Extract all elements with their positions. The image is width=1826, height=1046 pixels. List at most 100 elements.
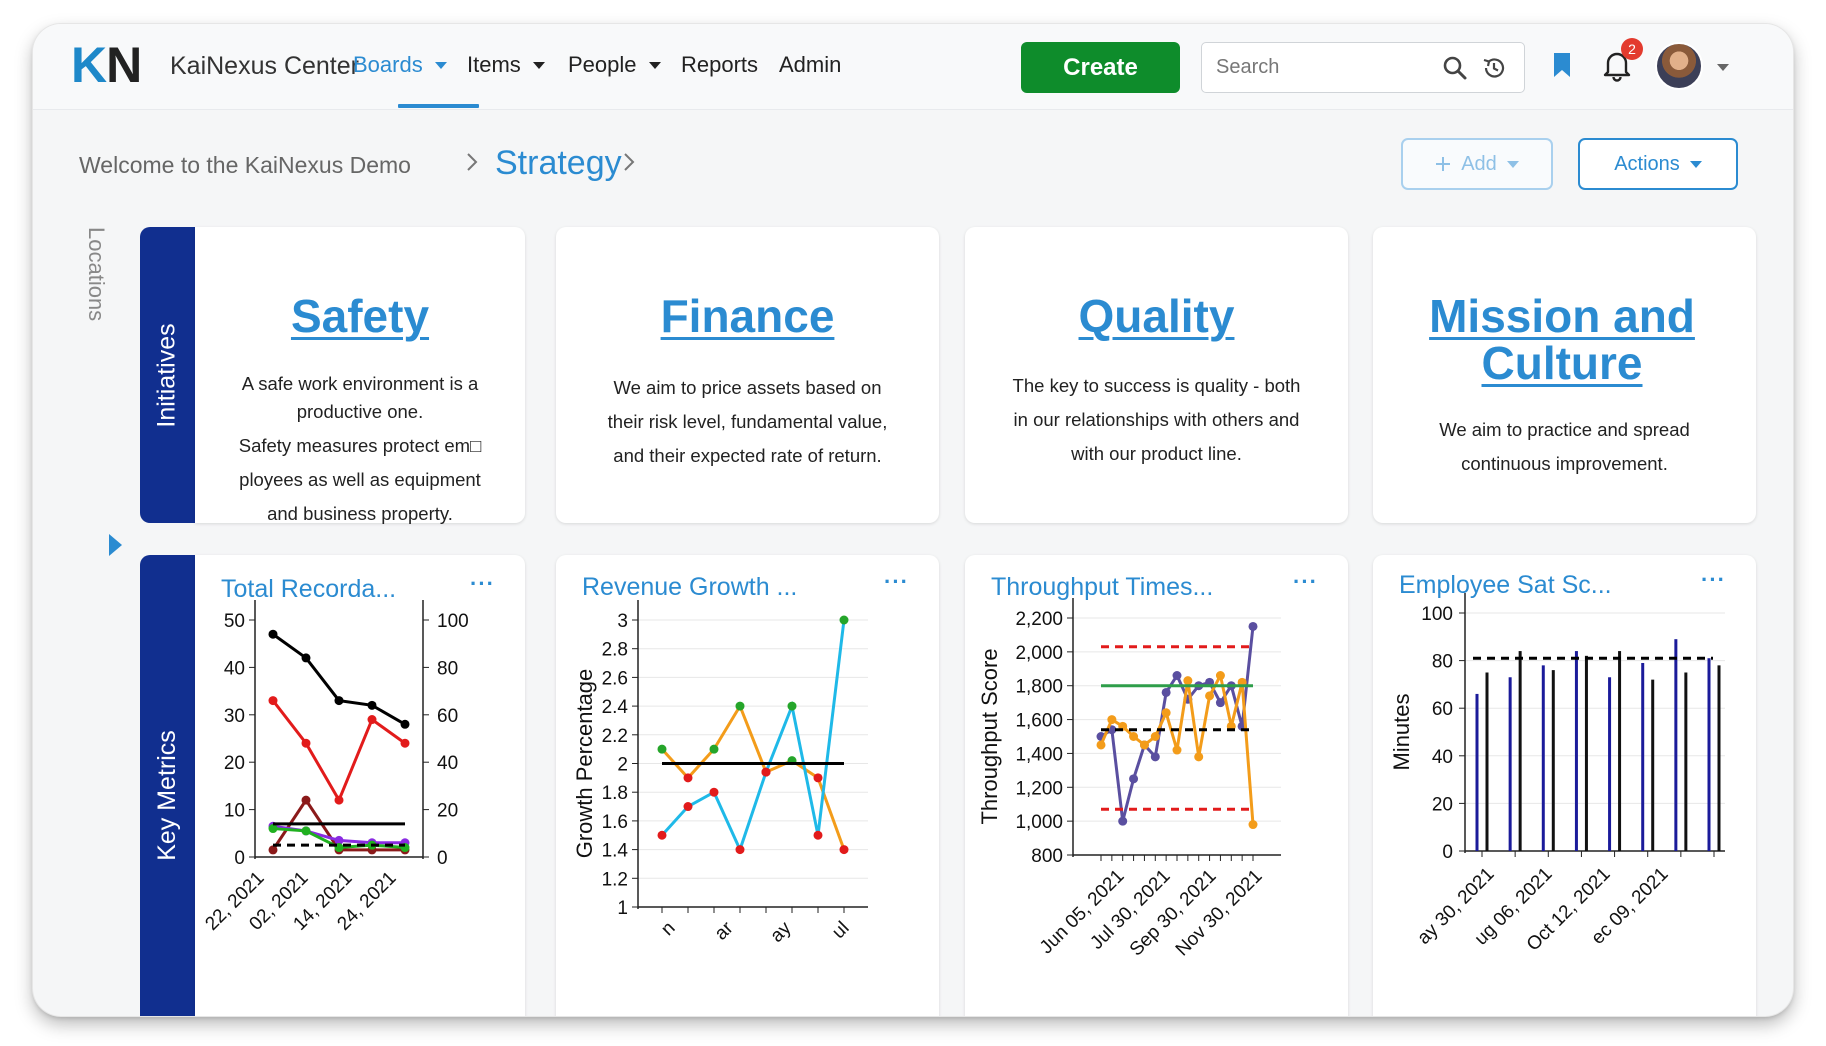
y-tick-label: 800 (1031, 846, 1063, 867)
nav-boards[interactable]: Boards (353, 52, 447, 78)
bar (1707, 658, 1711, 851)
data-point (813, 830, 823, 840)
more-menu-icon[interactable]: ··· (1293, 569, 1318, 594)
x-tick-label: n (657, 918, 679, 940)
y-tick-label: 80 (1432, 652, 1453, 673)
data-point (334, 795, 344, 805)
description-line: A safe work environment is a (241, 373, 479, 394)
y-axis-title: Throughput Score (977, 648, 1002, 824)
nav-people[interactable]: People (568, 52, 661, 78)
bar (1518, 651, 1522, 851)
data-point (761, 767, 771, 777)
data-point (1172, 671, 1182, 681)
nav-admin[interactable]: Admin (779, 52, 841, 78)
data-point (1215, 671, 1225, 681)
data-point (301, 795, 311, 805)
expand-arrow-icon[interactable] (109, 534, 122, 556)
more-menu-icon[interactable]: ··· (470, 571, 495, 596)
add-button-label: Add (1461, 152, 1497, 175)
initiative-card-quality[interactable]: Quality The key to success is quality - … (965, 227, 1348, 523)
create-button[interactable]: Create (1021, 42, 1180, 93)
y-tick-label: 30 (224, 706, 245, 727)
bar (1584, 655, 1588, 851)
data-point (1150, 752, 1160, 762)
initiative-title[interactable]: Safety (290, 290, 430, 342)
metric-title[interactable]: Employee Sat Sc... (1399, 571, 1612, 599)
revenue-growth-chart: 1 1.2 1.4 1.6 1.8 2 2.2 2.4 2.6 2.8 3 Growth Percen… (572, 600, 868, 947)
initiative-title[interactable]: Quality (1078, 290, 1235, 342)
data-point (709, 744, 719, 754)
y-tick-label: 1,000 (1015, 812, 1063, 833)
y-tick-label: 1.4 (602, 841, 629, 862)
y-tick-label: 1 (617, 898, 628, 919)
series-line (660, 702, 846, 851)
app-title: KaiNexus Center (170, 52, 359, 80)
nav-items[interactable]: Items (467, 52, 545, 78)
search-box (1201, 42, 1525, 93)
data-point (268, 824, 278, 834)
y-tick-label: 2.8 (602, 640, 628, 661)
metric-title[interactable]: Throughput Times... (991, 573, 1214, 601)
nav-reports[interactable]: Reports (681, 52, 758, 78)
metric-title[interactable]: Revenue Growth ... (582, 573, 798, 601)
user-avatar[interactable] (1655, 42, 1703, 90)
caret-down-icon (1689, 160, 1702, 168)
metric-card-employee-sat-score[interactable]: Employee Sat Sc... ··· 0 20 40 60 80 100 Minut… (1373, 555, 1756, 1016)
breadcrumb-parent[interactable]: Welcome to the KaiNexus Demo (79, 152, 411, 178)
nav-people-label: People (568, 52, 637, 77)
metric-card-throughput-times[interactable]: Throughput Times... ··· 800 1,000 1,200 1,4… (965, 555, 1348, 1016)
data-point (268, 696, 278, 706)
more-menu-icon[interactable]: ··· (1701, 567, 1726, 592)
series-line (660, 619, 846, 854)
description-line: with our product line. (1071, 443, 1242, 464)
locations-tab[interactable]: Locations (84, 227, 109, 322)
y-tick-label: 10 (224, 801, 245, 822)
metric-card-revenue-growth[interactable]: Revenue Growth ... ··· 1 1.2 1.4 1.6 1.8 2 2.2… (556, 555, 939, 1016)
history-icon[interactable] (1481, 55, 1507, 81)
y-tick-label: 1,800 (1015, 677, 1063, 698)
add-button[interactable]: Add (1401, 138, 1553, 190)
initiative-title[interactable]: Finance (660, 290, 835, 342)
more-menu-icon[interactable]: ··· (884, 569, 909, 594)
description-line: in our relationships with others and (1013, 409, 1300, 430)
metric-card-total-recordable[interactable]: Total Recorda... ··· 0 10 20 30 40 50 0 20 40 60 8… (195, 555, 525, 1016)
top-navigation-bar: KN KaiNexus Center Boards Items People R… (33, 24, 1793, 110)
kainexus-logo[interactable]: KN (71, 37, 142, 93)
initiative-card-mission-and-culture[interactable]: Mission and Culture We aim to practice a… (1373, 227, 1756, 523)
bell-icon[interactable] (1600, 48, 1634, 82)
data-point (400, 738, 410, 748)
bar (1541, 665, 1545, 851)
y-axis-title: Growth Percentage (572, 669, 597, 859)
data-point (1248, 621, 1258, 631)
search-icon[interactable] (1442, 55, 1468, 81)
caret-down-icon (434, 61, 447, 69)
description-line: We aim to price assets based on (613, 377, 882, 398)
data-point (787, 701, 797, 711)
caret-down-icon (532, 61, 545, 69)
initiative-card-finance[interactable]: Finance We aim to price assets based on … (556, 227, 939, 523)
y-tick-label: 20 (1432, 794, 1453, 815)
y2-tick-label: 0 (437, 848, 448, 869)
search-input[interactable] (1216, 56, 1436, 79)
data-point (1215, 698, 1225, 708)
y-tick-label: 1.8 (602, 783, 628, 804)
initiative-title[interactable]: Mission and Culture (1429, 290, 1695, 389)
bookmark-icon[interactable] (1551, 51, 1573, 79)
bar (1574, 651, 1578, 851)
data-point (1248, 820, 1258, 830)
x-tick-label: ul (828, 918, 853, 943)
chevron-right-icon (624, 153, 635, 171)
initiative-card-safety[interactable]: Safety A safe work environment is a prod… (195, 227, 525, 524)
actions-button[interactable]: Actions (1578, 138, 1738, 190)
nav-admin-label: Admin (779, 52, 842, 77)
nav-boards-label: Boards (353, 52, 423, 77)
avatar-caret-down-icon[interactable] (1717, 64, 1729, 71)
metric-title[interactable]: Total Recorda... (221, 575, 397, 603)
bar (1717, 665, 1721, 851)
y2-tick-label: 20 (437, 801, 458, 822)
description-line: their risk level, fundamental value, (607, 411, 888, 432)
y-tick-label: 20 (224, 753, 245, 774)
data-point (301, 653, 311, 663)
logo-letter-k: K (71, 37, 107, 93)
